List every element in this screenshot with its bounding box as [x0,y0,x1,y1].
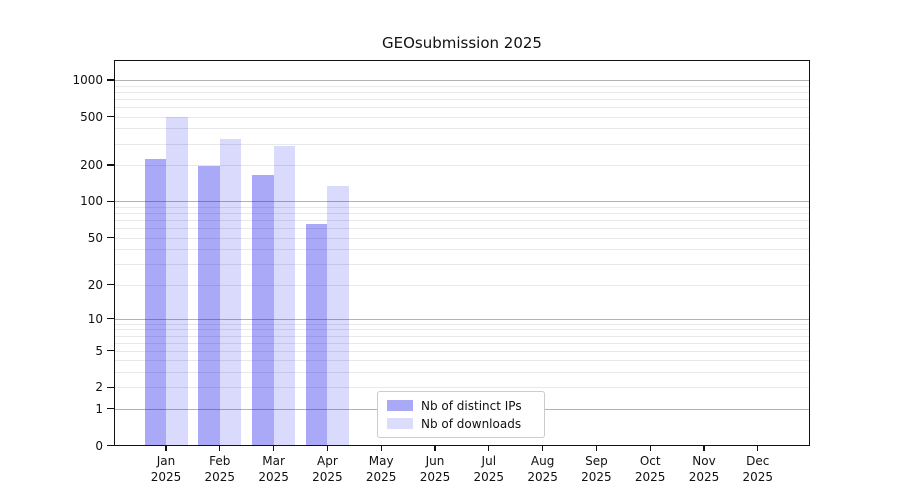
gridline [115,387,809,389]
y-tick-label: 50 [87,230,103,245]
x-tick-mark [649,446,651,451]
y-tick-label: 20 [87,277,103,292]
gridline [115,237,809,239]
x-tick-label: Nov 2025 [688,454,720,484]
y-tick-mark [107,236,114,239]
bar-downloads-jan [166,116,188,446]
x-tick-mark [757,446,759,451]
gridline [115,98,809,100]
gridline [115,91,809,93]
y-tick-mark [107,318,114,320]
gridline [115,323,809,325]
chart-title: GEOsubmission 2025 [382,34,542,52]
gridline [115,342,809,344]
x-tick-mark [488,446,490,451]
y-tick-label: 1000 [72,73,103,87]
y-tick-mark [107,79,114,81]
x-tick-label: Mar 2025 [258,454,289,484]
x-tick-label: Feb 2025 [204,454,236,484]
legend-label-downloads: Nb of downloads [421,416,522,431]
x-tick-mark [380,446,382,451]
x-tick-label: Jan 2025 [150,454,182,484]
bar-downloads-apr [327,185,349,446]
y-tick-mark [107,386,114,388]
x-tick-label: May 2025 [365,454,397,484]
y-tick-label: 500 [80,109,103,124]
x-tick-mark [434,446,436,451]
x-tick-label: Jun 2025 [419,454,451,484]
x-tick-label: Sep 2025 [581,454,612,484]
gridline [115,107,809,108]
gridline [115,213,809,214]
gridline [115,360,809,362]
y-tick-label: 2 [95,380,103,395]
gridline [115,335,809,337]
y-tick-mark [107,200,114,202]
bar-downloads-feb [219,138,242,446]
gridline [115,263,809,265]
legend-swatch-distinct-ips [387,400,413,411]
bar-distinct-ips-feb [198,166,220,446]
gridline [115,116,809,118]
y-tick-mark [107,350,114,352]
y-tick-mark [107,116,114,118]
x-tick-label: Apr 2025 [312,454,343,484]
bar-distinct-ips-apr [305,223,328,446]
gridline [115,284,809,286]
gridline [115,128,809,130]
gridline [115,329,809,331]
legend-item-downloads: Nb of downloads [387,417,535,431]
y-tick-label: 200 [80,158,103,172]
y-tick-mark [107,444,114,447]
bar-distinct-ips-mar [252,175,274,446]
x-tick-label: Aug 2025 [527,454,558,484]
gridline [115,249,809,251]
x-tick-mark [165,446,167,451]
x-tick-mark [703,446,705,451]
y-tick-label: 10 [87,311,103,326]
x-tick-mark [219,446,221,451]
y-tick-mark [107,408,114,410]
x-tick-label: Dec 2025 [742,454,774,484]
gridline [115,318,809,320]
gridline [115,220,809,221]
gridline [115,201,809,203]
x-tick-mark [326,446,328,451]
legend-swatch-downloads [387,418,413,429]
y-tick-mark [107,283,114,286]
legend-label-distinct-ips: Nb of distinct IPs [421,398,522,413]
bar-downloads-mar [273,146,296,446]
legend: Nb of distinct IPs Nb of downloads [377,391,545,438]
bar-distinct-ips-jan [144,158,166,446]
gridline [115,350,809,352]
gridline [115,143,809,145]
legend-item-distinct-ips: Nb of distinct IPs [387,399,535,413]
x-tick-label: Oct 2025 [634,454,666,484]
y-tick-label: 1 [95,401,103,416]
y-tick-mark [107,164,114,166]
x-tick-mark [273,446,275,451]
gridline [115,80,809,81]
y-tick-label: 100 [80,194,103,209]
gridline [115,206,809,208]
x-tick-mark [595,446,597,451]
y-tick-label: 0 [95,438,103,453]
gridline [115,85,809,87]
gridline [115,372,809,374]
gridline [115,228,809,229]
gridline [115,165,809,166]
x-tick-label: Jul 2025 [473,454,505,484]
x-tick-mark [542,446,544,451]
y-tick-label: 5 [95,343,103,358]
